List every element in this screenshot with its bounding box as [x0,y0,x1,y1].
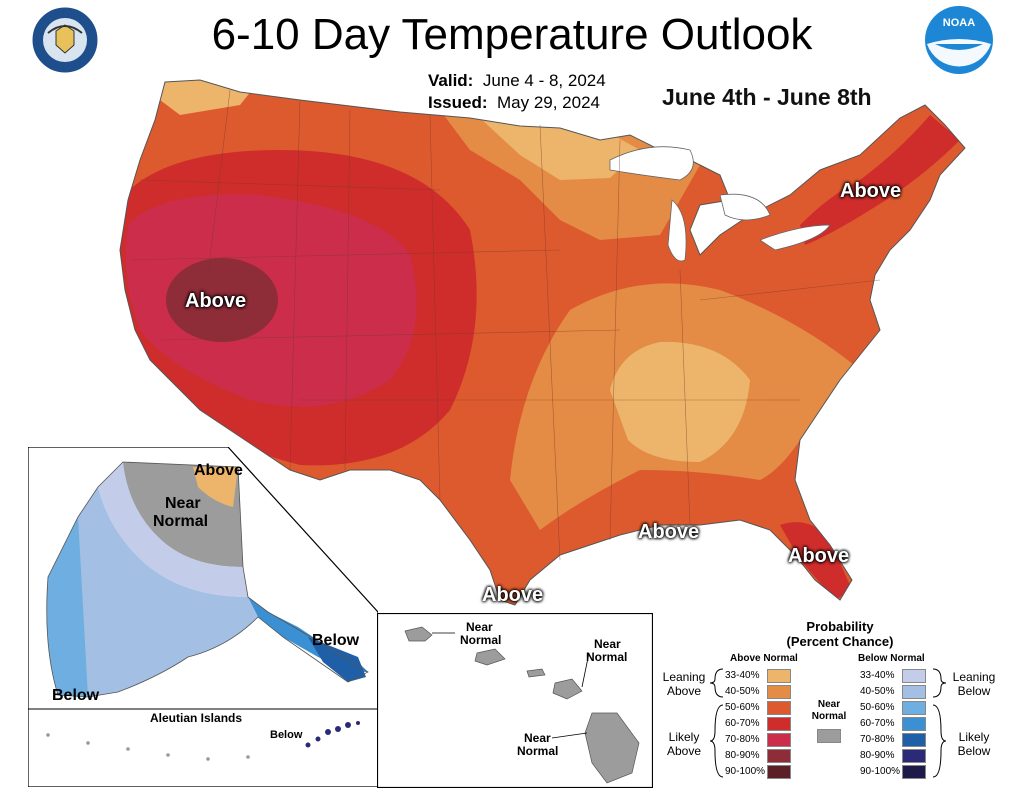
legend-leaning-above-1: Leaning [662,670,706,684]
legend-above-row: 50-60% [725,700,797,716]
legend: Probability (Percent Chance) Above Norma… [655,617,1020,789]
alaska-label-near-1: Near [165,495,201,512]
page-title: 6-10 Day Temperature Outlook [211,10,813,59]
legend-above-swatch [767,749,791,763]
issued-label: Issued: [428,93,488,112]
valid-issued-block: Valid: June 4 - 8, 2024 Issued: May 29, … [428,70,606,114]
legend-above-label: 40-50% [725,686,760,697]
legend-below-swatch [902,765,926,779]
legend-below-rows: 33-40% 40-50% 50-60% 60-70% 70-80% 80-90% 90-1… [860,668,932,780]
label-florida-above: Above [788,545,850,567]
legend-leaning-above-2: Above [666,684,702,698]
legend-below-row: 80-90% [860,748,932,764]
hawaii-ne-near: Near [594,637,621,651]
legend-right-brackets [932,668,947,778]
legend-above-row: 90-100% [725,764,797,780]
hawaii-s-near: Near [524,731,551,745]
legend-above-swatch [767,669,791,683]
aleutian-label-below: Below [270,729,303,741]
legend-near-2: Normal [811,711,847,722]
legend-above-label: 33-40% [725,670,760,681]
legend-below-label: 90-100% [860,766,901,777]
legend-likely-below-2: Below [957,744,991,758]
legend-above-label: 60-70% [725,718,760,729]
legend-above-row: 60-70% [725,716,797,732]
legend-below-swatch [902,669,926,683]
legend-title-line1: Probability [806,619,874,634]
legend-above-row: 40-50% [725,684,797,700]
alaska-label-above: Above [194,462,243,479]
hawaii-s-normal: Normal [517,744,559,758]
legend-likely-above-1: Likely [668,730,700,744]
label-northeast-above: Above [840,180,902,202]
legend-below-label: 33-40% [860,670,895,681]
label-southeast-above: Above [638,521,700,543]
legend-near-swatch [817,729,841,743]
legend-above-swatch [767,733,791,747]
legend-above-swatch [767,765,791,779]
legend-above-row: 70-80% [725,732,797,748]
valid-label: Valid: [428,71,474,90]
legend-above-label: 50-60% [725,702,760,713]
legend-below-swatch [902,717,926,731]
hawaii-nw-normal: Normal [460,633,502,647]
legend-below-swatch [902,749,926,763]
alaska-inset [28,447,378,787]
legend-above-swatch [767,701,791,715]
legend-below-label: 40-50% [860,686,895,697]
hawaii-inset [377,613,653,788]
noaa-logo-text: NOAA [943,17,975,29]
hawaii-nw-near: Near [466,620,493,634]
legend-above-label: 70-80% [725,734,760,745]
legend-title-line2: (Percent Chance) [786,634,894,649]
legend-likely-below-1: Likely [958,730,990,744]
legend-below-row: 33-40% [860,668,932,684]
legend-below-swatch [902,733,926,747]
legend-below-label: 50-60% [860,702,895,713]
legend-above-row: 80-90% [725,748,797,764]
legend-below-row: 60-70% [860,716,932,732]
alaska-label-below-sw: Below [52,687,100,704]
date-range-text: June 4th - June 8th [662,84,872,110]
legend-left-brackets [709,668,724,778]
aleutian-title: Aleutian Islands [150,711,243,725]
legend-near-1: Near [817,699,841,710]
noaa-logo: NOAA [923,4,995,76]
legend-above-label: 90-100% [725,766,766,777]
legend-below-row: 50-60% [860,700,932,716]
legend-likely-above-2: Above [666,744,702,758]
hawaii-ne-normal: Normal [586,650,628,664]
legend-below-label: 70-80% [860,734,895,745]
legend-below-swatch [902,701,926,715]
commerce-seal-logo [26,5,104,75]
issued-value: May 29, 2024 [496,93,600,112]
legend-above-swatch [767,717,791,731]
legend-below-swatch [902,685,926,699]
legend-above-rows: 33-40% 40-50% 50-60% 60-70% 70-80% 80-90% 90-1… [725,668,797,780]
legend-above-head: Above Normal [730,653,798,664]
legend-leaning-below-2: Below [957,684,991,698]
label-west-above: Above [185,290,247,312]
label-texas-above: Above [482,584,544,606]
legend-below-row: 40-50% [860,684,932,700]
legend-below-head: Below Normal [858,653,925,664]
legend-above-label: 80-90% [725,750,760,761]
legend-below-row: 70-80% [860,732,932,748]
legend-below-label: 60-70% [860,718,895,729]
legend-leaning-below-1: Leaning [952,670,996,684]
valid-value: June 4 - 8, 2024 [482,71,606,90]
legend-below-row: 90-100% [860,764,932,780]
legend-below-label: 80-90% [860,750,895,761]
alaska-label-near-2: Normal [153,513,209,530]
legend-above-row: 33-40% [725,668,797,684]
legend-above-swatch [767,685,791,699]
alaska-label-below-se: Below [312,632,360,649]
